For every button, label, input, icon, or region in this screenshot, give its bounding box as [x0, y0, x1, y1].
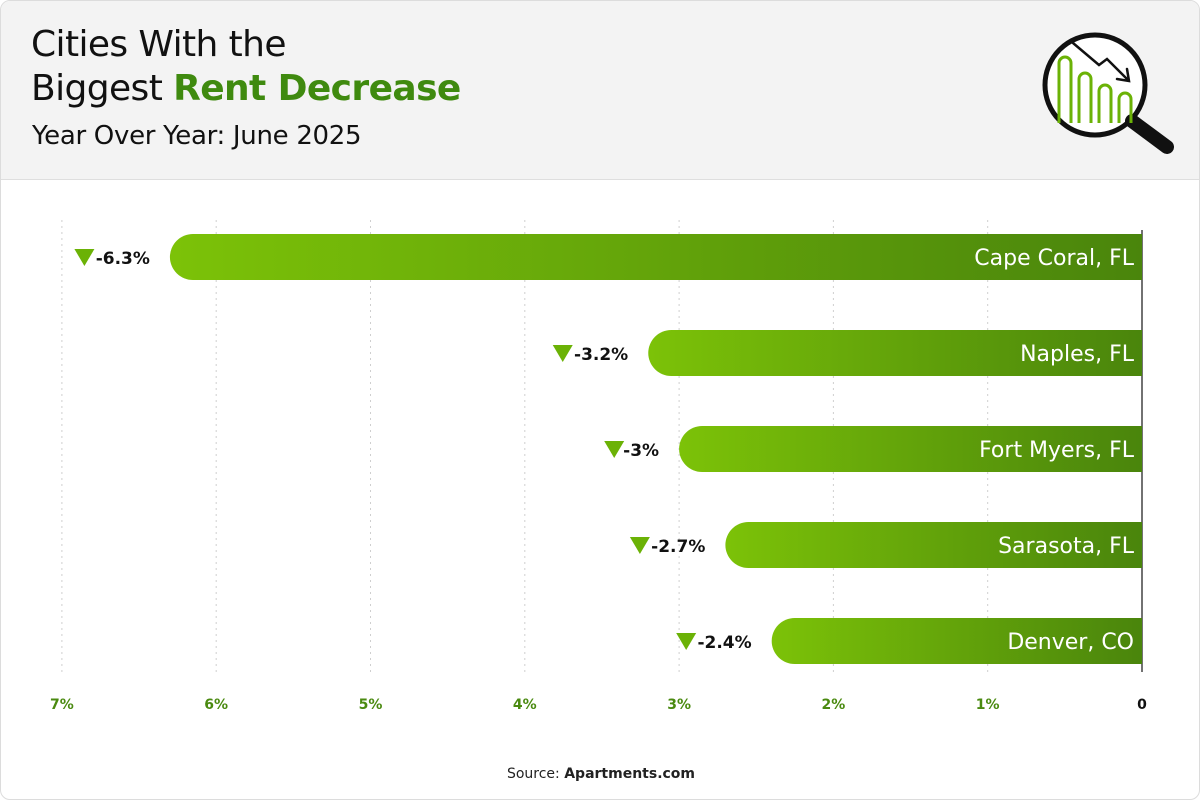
- bar: [648, 330, 1142, 376]
- source-prefix: Source:: [506, 766, 565, 782]
- bar-chart: Cape Coral, FL -6.3% Naples, FL -3.2% Fort M…: [50, 220, 1147, 713]
- header: Cities With the Biggest Rent Decrease Ye…: [1, 1, 1199, 180]
- bar-category-label: Naples, FL: [1020, 342, 1135, 367]
- x-tick-label: 2%: [822, 697, 846, 713]
- down-arrow-icon: [629, 537, 650, 554]
- title-prefix: Biggest: [31, 68, 174, 109]
- title-line-2: Biggest Rent Decrease: [31, 67, 461, 111]
- bar: [771, 618, 1142, 664]
- x-axis-ticks: 7% 6% 5% 4% 3% 2% 1% 0: [50, 697, 1147, 713]
- x-tick-label: 6%: [204, 697, 228, 713]
- title-line-1: Cities With the: [31, 24, 286, 65]
- bar-value-label: -3%: [623, 441, 659, 461]
- down-arrow-icon: [604, 441, 625, 458]
- x-tick-label: 1%: [976, 697, 1000, 713]
- title-accent: Rent Decrease: [173, 68, 461, 109]
- magnifier-chart-decrease-icon: [1042, 32, 1174, 154]
- bar-row: Naples, FL -3.2%: [552, 330, 1142, 376]
- bar-value-label: -6.3%: [96, 249, 150, 269]
- bars: Cape Coral, FL -6.3% Naples, FL -3.2% Fort M…: [74, 234, 1142, 664]
- x-tick-label: 3%: [667, 697, 691, 713]
- bar-category-label: Cape Coral, FL: [974, 246, 1134, 271]
- bar-category-label: Sarasota, FL: [998, 534, 1135, 559]
- down-arrow-icon: [676, 633, 697, 650]
- bar-row: Cape Coral, FL -6.3%: [74, 234, 1142, 280]
- bar: [725, 522, 1142, 568]
- x-tick-label: 7%: [50, 697, 74, 713]
- down-arrow-icon: [74, 249, 95, 266]
- bar-category-label: Fort Myers, FL: [979, 438, 1135, 463]
- bar-row: Denver, CO -2.4%: [676, 618, 1142, 664]
- x-tick-label: 0: [1137, 697, 1147, 713]
- bar: [679, 426, 1142, 472]
- bar-value-label: -2.7%: [651, 537, 705, 557]
- bar-value-label: -3.2%: [574, 345, 628, 365]
- source-note: Source: Apartments.com: [1, 766, 1199, 782]
- source-name: Apartments.com: [564, 766, 696, 782]
- bar-row: Fort Myers, FL -3%: [604, 426, 1142, 472]
- chart-title: Cities With the Biggest Rent Decrease: [31, 23, 461, 111]
- x-tick-label: 5%: [359, 697, 383, 713]
- bar-row: Sarasota, FL -2.7%: [629, 522, 1142, 568]
- down-arrow-icon: [552, 345, 573, 362]
- chart-subtitle: Year Over Year: June 2025: [32, 121, 362, 151]
- x-tick-label: 4%: [513, 697, 537, 713]
- bar-category-label: Denver, CO: [1007, 630, 1134, 655]
- bar-value-label: -2.4%: [697, 633, 751, 653]
- bar: [169, 234, 1142, 280]
